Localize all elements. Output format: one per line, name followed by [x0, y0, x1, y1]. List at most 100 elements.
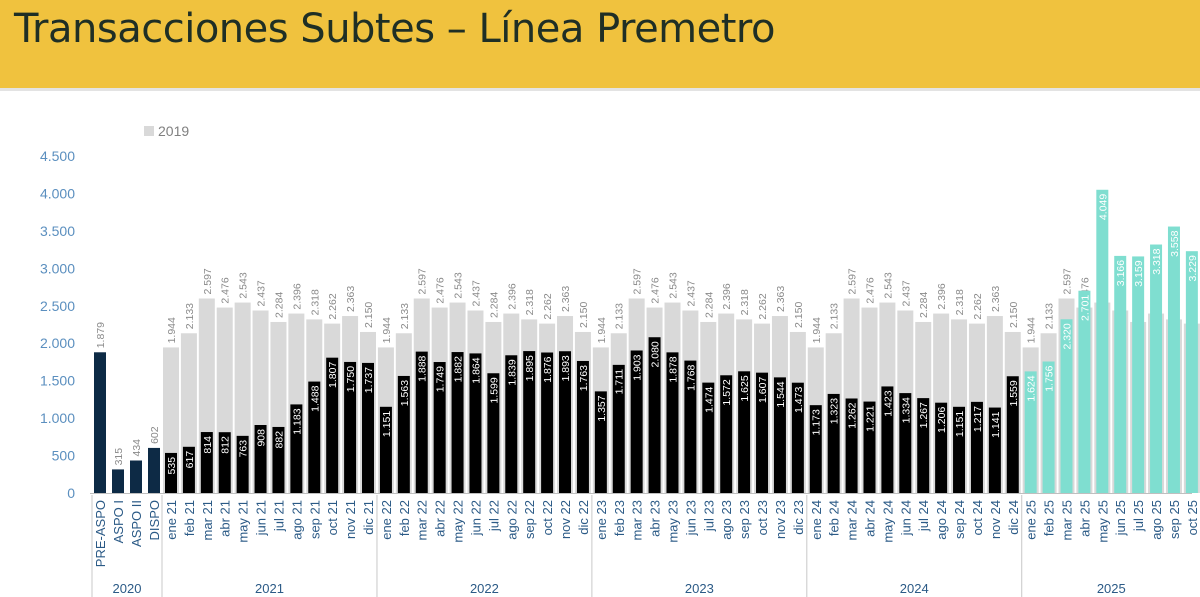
bar-feb-24 — [827, 393, 840, 493]
category-label: may 23 — [665, 500, 680, 543]
data-label-2019: 2.284 — [918, 292, 930, 318]
bar-jul-21 — [272, 426, 285, 493]
data-label-2024: 1.323 — [829, 398, 841, 424]
bar-nov-23 — [773, 377, 786, 493]
data-label-2022: 1.839 — [506, 359, 518, 385]
category-label: ene 22 — [379, 500, 394, 540]
bar-mar-22 — [415, 351, 428, 493]
data-label-2019: 2.437 — [470, 280, 482, 306]
data-label-2019: 2.597 — [417, 268, 429, 294]
bar-abr-23 — [648, 337, 661, 493]
data-label-2025: 4.049 — [1097, 194, 1109, 220]
bar-jul-25 — [1132, 256, 1145, 493]
bar-mar-23 — [630, 350, 643, 493]
bar-mar-24 — [845, 398, 858, 493]
bar-may-22 — [451, 352, 464, 493]
data-label-2022: 1.151 — [381, 411, 393, 437]
data-label-2021: 1.183 — [291, 408, 303, 434]
data-label-2019: 2.597 — [202, 268, 214, 294]
y-tick-label: 1.500 — [40, 373, 75, 389]
data-label-2019: 2.150 — [1008, 302, 1020, 328]
data-label-2021: 1.807 — [327, 362, 339, 388]
data-label-2019: 2.133 — [829, 303, 841, 329]
category-label: mar 23 — [630, 500, 645, 540]
data-label-2024: 1.151 — [954, 411, 966, 437]
data-label-2025: 3.318 — [1151, 248, 1163, 274]
category-label: may 21 — [236, 500, 251, 543]
data-label-2019: 2.150 — [363, 302, 375, 328]
data-label-2024: 1.217 — [972, 406, 984, 432]
bar-dic-21 — [362, 362, 375, 493]
data-label-2023: 1.474 — [703, 386, 715, 412]
category-label: ASPO II — [129, 500, 144, 547]
category-label: ago 21 — [289, 500, 304, 540]
y-tick-label: 4.500 — [40, 148, 75, 164]
category-label: dic 22 — [576, 500, 591, 535]
data-label-2019: 2.133 — [184, 303, 196, 329]
y-tick-label: 3.500 — [40, 223, 75, 239]
data-label-2019: 2.262 — [327, 293, 339, 319]
data-label-2019: 2.396 — [936, 283, 948, 309]
bar-ene-25 — [1024, 371, 1037, 493]
category-label: sep 24 — [952, 500, 967, 539]
category-label: jul 22 — [486, 500, 501, 532]
bar-nov-24 — [988, 407, 1001, 493]
legend-label-2019: 2019 — [158, 123, 189, 139]
category-label: ago 22 — [504, 500, 519, 540]
category-label: jun 22 — [468, 500, 483, 536]
data-label-2022: 1.563 — [399, 380, 411, 406]
category-label: sep 22 — [522, 500, 537, 539]
bar-oct-21 — [326, 357, 339, 493]
data-label-2019: 2.396 — [506, 283, 518, 309]
category-label: PRE-ASPO — [93, 500, 108, 567]
data-label-2019: 2.597 — [632, 268, 644, 294]
category-label: abr 21 — [218, 500, 233, 537]
bar-abr-24 — [863, 401, 876, 493]
data-label-2023: 1.357 — [596, 395, 608, 421]
chart-title: Transacciones Subtes – Línea Premetro — [14, 6, 775, 52]
bar-jun-24 — [899, 393, 912, 493]
data-label-2019: 1.944 — [596, 317, 608, 343]
data-label-2019: 1.944 — [166, 317, 178, 343]
data-label-2025: 1.756 — [1044, 365, 1056, 391]
category-label: DISPO — [147, 500, 162, 540]
y-tick-label: 0 — [67, 485, 75, 501]
data-label-2023: 2.080 — [650, 341, 662, 367]
y-tick-label: 4.000 — [40, 185, 75, 201]
bar-dic-23 — [791, 382, 804, 493]
data-label-2019: 2.150 — [578, 302, 590, 328]
bar-feb-21 — [182, 446, 195, 493]
bar-2020-dispo — [148, 447, 160, 493]
category-label: ene 21 — [164, 500, 179, 540]
year-label-2020: 2020 — [113, 581, 142, 596]
data-label-2021: 908 — [256, 429, 268, 447]
bar-feb-25 — [1042, 361, 1055, 493]
bar-oct-23 — [756, 372, 769, 493]
data-label-2021: 617 — [184, 451, 196, 469]
data-label-2019: 2.284 — [488, 292, 500, 318]
category-label: mar 24 — [845, 500, 860, 540]
data-label-2024: 1.559 — [1008, 380, 1020, 406]
data-label-2019: 2.396 — [291, 283, 303, 309]
data-label-2023: 1.625 — [739, 375, 751, 401]
data-label-2022: 1.749 — [435, 366, 447, 392]
data-label-2021: 1.488 — [309, 385, 321, 411]
category-label: sep 25 — [1167, 500, 1182, 539]
bar-mar-21 — [200, 432, 213, 493]
data-label-2019: 2.476 — [435, 277, 447, 303]
bar-may-25 — [1096, 189, 1109, 493]
bar-jul-23 — [702, 382, 715, 493]
bar-nov-21 — [344, 361, 357, 493]
bar-may-21 — [236, 435, 249, 493]
data-label-2024: 1.221 — [864, 405, 876, 431]
data-label-2022: 1.599 — [488, 377, 500, 403]
data-label-2021: 763 — [238, 440, 250, 458]
data-label-2022: 1.888 — [417, 355, 429, 381]
bar-feb-23 — [612, 364, 625, 493]
category-label: ene 25 — [1024, 500, 1039, 540]
category-label: abr 22 — [433, 500, 448, 537]
data-label-2019: 2.437 — [685, 280, 697, 306]
category-label: feb 22 — [397, 500, 412, 536]
category-label: oct 24 — [970, 500, 985, 535]
data-label-2023: 1.607 — [757, 376, 769, 402]
